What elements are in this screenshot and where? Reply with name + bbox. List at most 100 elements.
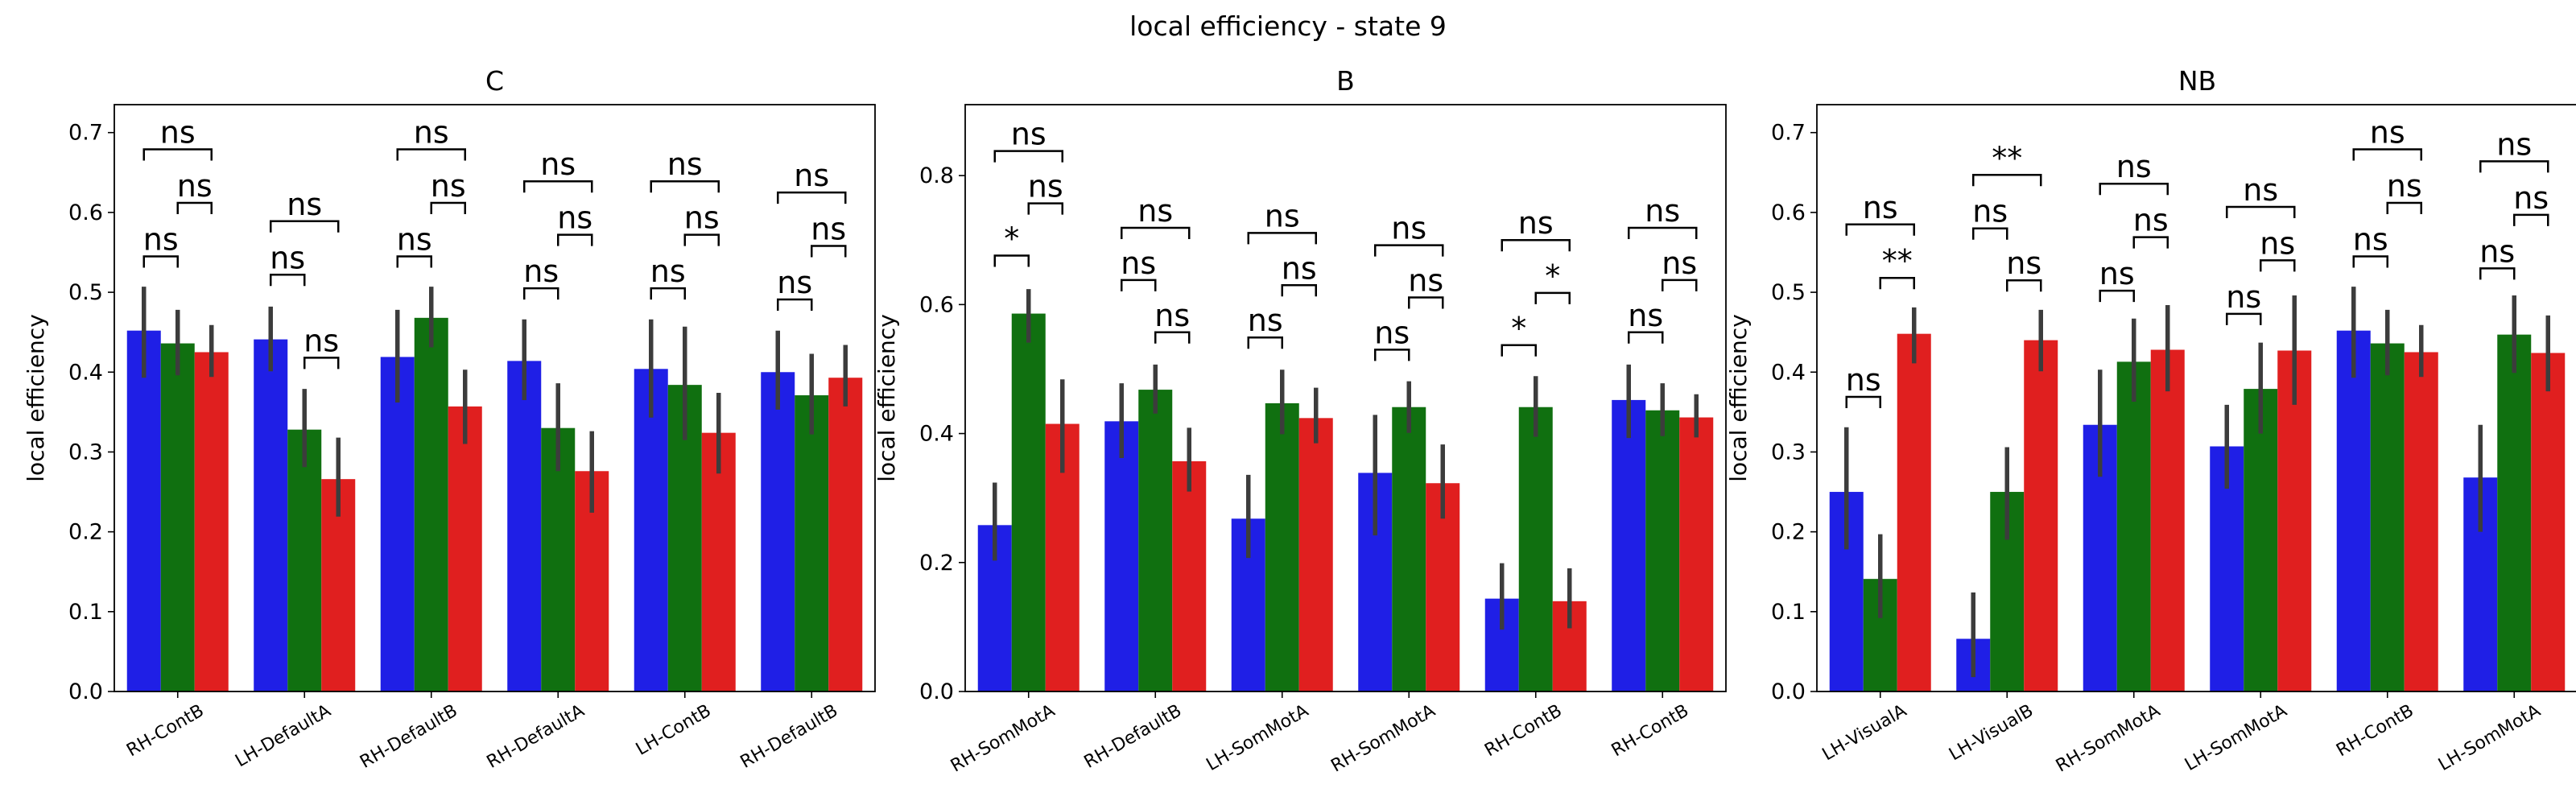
significance-label: ns xyxy=(667,147,703,182)
y-tick-label: 0.7 xyxy=(1771,121,1806,146)
y-tick-label: 0.0 xyxy=(68,679,103,704)
significance-bracket xyxy=(1374,349,1410,361)
bar xyxy=(2531,353,2566,691)
significance-label: ns xyxy=(2133,203,2169,238)
significance-bracket xyxy=(557,233,593,246)
bar xyxy=(2404,352,2438,691)
significance-bracket xyxy=(993,254,1030,267)
significance-label: ns xyxy=(2116,149,2152,184)
bar xyxy=(701,432,736,691)
bar xyxy=(2150,349,2185,691)
significance-label: ns xyxy=(2226,279,2261,315)
bar xyxy=(414,317,448,691)
significance-label: ns xyxy=(2006,246,2041,281)
significance-bracket xyxy=(270,220,340,233)
significance-label: ns xyxy=(684,200,720,236)
x-tick-label: LH-VisualB xyxy=(1946,701,2037,766)
significance-bracket xyxy=(2352,148,2422,161)
significance-label: ns xyxy=(1282,250,1317,286)
x-tick-label: LH-DefaultA xyxy=(232,701,334,772)
significance-bracket xyxy=(2479,267,2516,280)
bar xyxy=(2277,350,2312,691)
bar xyxy=(2116,361,2151,691)
significance-label: ns xyxy=(650,254,686,289)
bar xyxy=(2244,389,2278,691)
x-tick-label: RH-SomMotA xyxy=(947,701,1059,777)
x-tick-label: RH-ContB xyxy=(123,701,208,762)
bar xyxy=(2336,330,2371,691)
significance-label: ** xyxy=(1882,243,1913,279)
significance-bracket xyxy=(303,357,340,369)
bar xyxy=(507,361,542,691)
significance-bracket xyxy=(523,287,559,300)
significance-label: ns xyxy=(557,200,592,236)
significance-label: ns xyxy=(1391,211,1426,246)
significance-bracket xyxy=(650,287,686,300)
significance-label: ns xyxy=(811,212,846,247)
significance-bracket xyxy=(2352,255,2388,268)
bar xyxy=(160,343,195,691)
significance-bracket xyxy=(523,180,593,193)
y-tick-label: 0.4 xyxy=(1771,360,1806,385)
y-tick-label: 0.4 xyxy=(919,422,954,447)
x-tick-label: RH-SomMotA xyxy=(2053,701,2164,777)
significance-bracket xyxy=(1501,344,1537,357)
bar xyxy=(761,372,795,691)
significance-bracket xyxy=(1027,202,1063,215)
x-tick-label: LH-SomMotA xyxy=(2182,701,2290,776)
y-tick-label: 0.3 xyxy=(68,440,103,464)
bar xyxy=(194,352,229,691)
significance-label: ns xyxy=(540,147,576,182)
significance-bracket xyxy=(2260,259,2296,272)
significance-bracket xyxy=(993,150,1063,163)
significance-label: ns xyxy=(177,168,213,204)
y-tick-label: 0.1 xyxy=(1771,600,1806,625)
significance-bracket xyxy=(1972,174,2042,187)
significance-bracket xyxy=(2226,312,2262,325)
bar xyxy=(795,395,829,691)
significance-label: ns xyxy=(794,158,829,193)
significance-label: ns xyxy=(777,265,812,300)
significance-label: ** xyxy=(1992,140,2022,175)
significance-bracket xyxy=(1281,284,1317,297)
significance-bracket xyxy=(1247,336,1283,349)
significance-label: ns xyxy=(1121,246,1156,281)
bar xyxy=(634,369,668,691)
significance-bracket xyxy=(683,233,720,246)
significance-label: ns xyxy=(1265,198,1300,233)
x-tick-label: RH-DefaultB xyxy=(1081,701,1186,773)
y-axis-label: local efficiency xyxy=(23,314,49,482)
significance-label: ns xyxy=(523,254,559,289)
axes-frame xyxy=(1816,104,2576,692)
significance-bracket xyxy=(1628,226,1698,240)
significance-bracket xyxy=(650,180,720,193)
y-tick-label: 0.4 xyxy=(68,360,103,385)
y-tick-label: 0.6 xyxy=(1771,200,1806,225)
significance-bracket xyxy=(142,148,213,161)
panel-title: NB xyxy=(2178,65,2216,97)
significance-bracket xyxy=(2386,201,2422,214)
y-tick-label: 0.5 xyxy=(1771,280,1806,305)
significance-bracket xyxy=(1247,232,1317,245)
bar xyxy=(1138,390,1173,691)
significance-bracket xyxy=(2132,236,2169,249)
significance-label: ns xyxy=(431,168,466,204)
bar xyxy=(1011,313,1046,691)
bar xyxy=(2497,334,2532,691)
y-tick-label: 0.5 xyxy=(68,280,103,305)
significance-bracket xyxy=(2513,213,2549,226)
significance-label: ns xyxy=(2513,180,2549,216)
significance-label: ns xyxy=(1154,298,1190,333)
bar xyxy=(126,330,161,691)
significance-bracket xyxy=(1628,331,1664,344)
significance-bracket xyxy=(777,298,813,312)
significance-bracket xyxy=(142,255,179,268)
significance-label: ns xyxy=(1662,246,1697,281)
x-tick-label: LH-VisualA xyxy=(1819,701,1910,766)
significance-bracket xyxy=(1121,226,1191,240)
significance-bracket xyxy=(2099,182,2169,196)
significance-label: ns xyxy=(270,240,305,275)
